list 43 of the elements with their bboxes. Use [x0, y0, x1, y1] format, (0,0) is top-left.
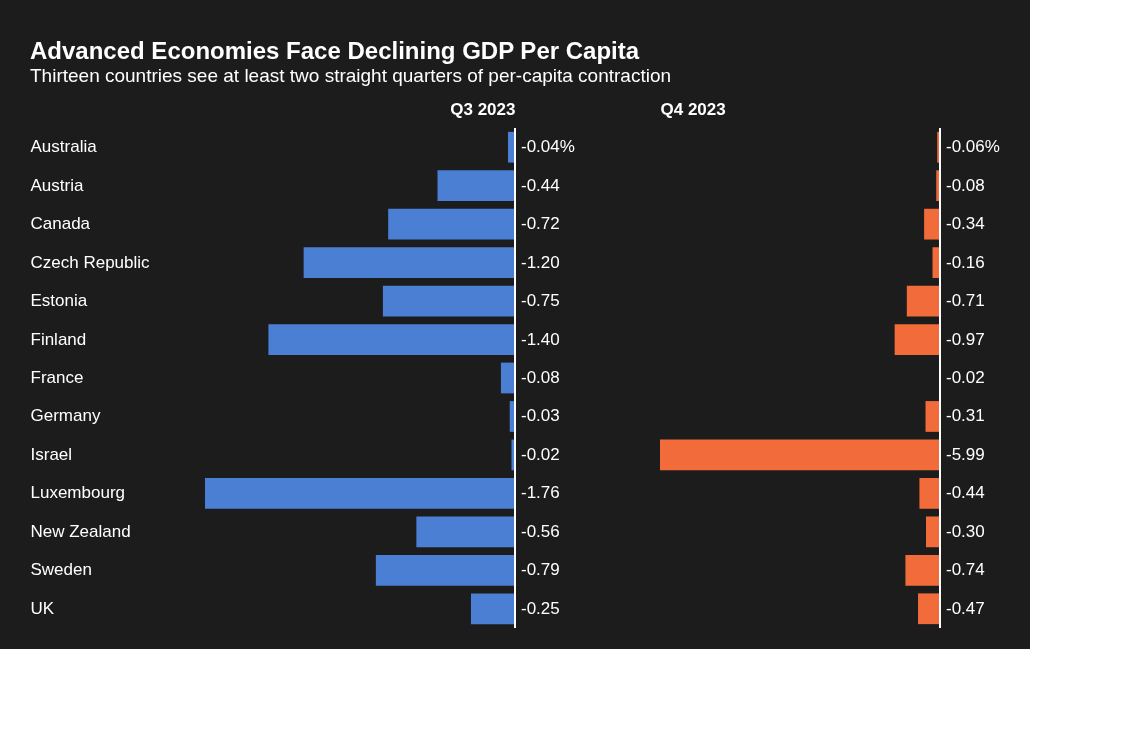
data-label: -0.74 — [946, 560, 985, 580]
data-label: -0.71 — [946, 291, 985, 311]
data-label: -0.72 — [521, 214, 560, 234]
y-tick-label: Czech Republic — [30, 252, 151, 272]
data-label: -0.04% — [521, 137, 575, 157]
y-tick-label: Israel — [30, 444, 73, 464]
data-label: -0.47 — [946, 598, 985, 618]
y-tick-label: Sweden — [30, 560, 92, 580]
chart-title: Advanced Economies Face Declining GDP Per Capita — [30, 37, 640, 64]
data-label: -5.99 — [946, 444, 985, 464]
x-axis-title: Q4 2023 — [660, 99, 726, 119]
y-tick-label: Finland — [30, 329, 87, 349]
y-tick-label: UK — [30, 598, 55, 618]
data-label: -0.06% — [946, 137, 1000, 157]
data-label: -1.20 — [521, 252, 560, 272]
y-tick-label: Canada — [30, 214, 91, 234]
y-tick-label: Germany — [30, 406, 101, 426]
y-tick-label: Australia — [30, 137, 98, 157]
data-label: -0.08 — [946, 175, 985, 195]
data-label: -0.30 — [946, 521, 985, 541]
data-label: -0.56 — [521, 521, 560, 541]
y-tick-label: France — [30, 368, 84, 387]
y-tick-label: Austria — [30, 175, 84, 195]
data-label: -0.16 — [946, 252, 985, 272]
data-label: -0.02 — [946, 368, 985, 387]
chart-subtitle: Thirteen countries see at least two straight quarters of per-capita contraction — [30, 65, 672, 86]
data-label: -0.44 — [946, 483, 985, 503]
data-label: -0.08 — [521, 368, 560, 387]
data-label: -0.97 — [946, 329, 985, 349]
data-label: -0.25 — [521, 598, 560, 618]
data-label: -0.44 — [521, 175, 560, 195]
y-tick-label: Estonia — [30, 291, 88, 311]
data-label: -0.31 — [946, 406, 985, 426]
data-label: -0.02 — [521, 444, 560, 464]
x-axis-title: Q3 2023 — [450, 99, 516, 119]
y-tick-label: New Zealand — [30, 521, 131, 541]
data-label: -1.76 — [521, 483, 560, 503]
data-label: -0.75 — [521, 291, 560, 311]
data-label: -1.40 — [521, 329, 560, 349]
data-label: -0.79 — [521, 560, 560, 580]
data-label: -0.03 — [521, 406, 560, 426]
y-tick-label: Luxembourg — [30, 483, 126, 503]
data-label: -0.34 — [946, 214, 985, 234]
